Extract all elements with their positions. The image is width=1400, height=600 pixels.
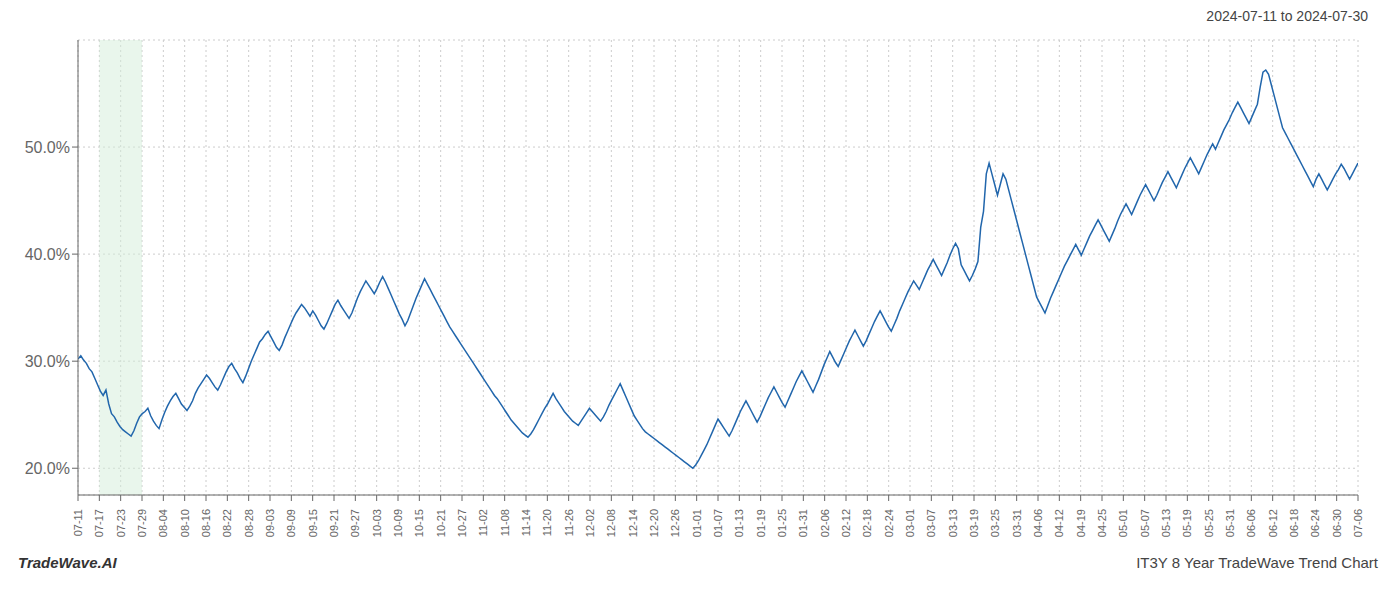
svg-text:05-07: 05-07 [1139,509,1151,537]
svg-text:03-31: 03-31 [1011,509,1023,537]
svg-text:07-06: 07-06 [1352,509,1364,537]
svg-text:20.0%: 20.0% [25,460,70,477]
svg-text:08-04: 08-04 [157,509,169,537]
svg-text:09-15: 09-15 [307,509,319,537]
svg-text:11-20: 11-20 [541,509,553,536]
svg-text:11-02: 11-02 [477,509,489,536]
svg-text:05-13: 05-13 [1160,509,1172,537]
svg-text:12-14: 12-14 [627,509,639,537]
svg-text:10-15: 10-15 [413,509,425,537]
svg-text:09-27: 09-27 [349,509,361,537]
svg-text:07-11: 07-11 [72,509,84,536]
svg-text:05-01: 05-01 [1117,509,1129,537]
svg-text:12-26: 12-26 [669,509,681,537]
svg-text:01-25: 01-25 [776,509,788,537]
svg-text:07-17: 07-17 [93,509,105,537]
svg-text:10-03: 10-03 [371,509,383,537]
html-text:2024-07-11 to 2024-07-30: 2024-07-11 to 2024-07-30 [1206,8,1368,24]
svg-text:01-19: 01-19 [755,509,767,537]
svg-text:50.0%: 50.0% [25,139,70,156]
svg-text:08-28: 08-28 [243,509,255,537]
svg-text:04-06: 04-06 [1032,509,1044,537]
svg-text:01-31: 01-31 [797,509,809,537]
svg-text:02-24: 02-24 [883,509,895,537]
svg-text:12-20: 12-20 [648,509,660,537]
svg-text:08-22: 08-22 [221,509,233,537]
svg-text:05-31: 05-31 [1224,509,1236,537]
svg-text:03-19: 03-19 [968,509,980,537]
svg-text:03-01: 03-01 [904,509,916,537]
svg-text:40.0%: 40.0% [25,246,70,263]
svg-text:03-13: 03-13 [947,509,959,537]
svg-text:02-12: 02-12 [840,509,852,537]
svg-text:09-09: 09-09 [285,509,297,537]
svg-text:05-19: 05-19 [1181,509,1193,537]
svg-text:08-10: 08-10 [179,509,191,537]
svg-text:06-24: 06-24 [1309,509,1321,537]
svg-text:01-01: 01-01 [691,509,703,537]
svg-text:12-08: 12-08 [605,509,617,537]
svg-text:04-25: 04-25 [1096,509,1108,537]
svg-text:04-12: 04-12 [1053,509,1065,537]
svg-text:05-25: 05-25 [1203,509,1215,537]
svg-text:30.0%: 30.0% [25,353,70,370]
html-text:TradeWave.AI: TradeWave.AI [18,554,117,571]
svg-text:06-12: 06-12 [1267,509,1279,537]
svg-text:02-18: 02-18 [861,509,873,537]
html-text:IT3Y 8 Year TradeWave Trend Ch: IT3Y 8 Year TradeWave Trend Chart [1136,554,1378,571]
svg-text:10-21: 10-21 [435,509,447,537]
svg-text:10-09: 10-09 [392,509,404,537]
svg-text:06-06: 06-06 [1245,509,1257,537]
svg-text:12-02: 12-02 [584,509,596,537]
svg-text:10-27: 10-27 [456,509,468,537]
svg-text:02-06: 02-06 [819,509,831,537]
svg-text:11-26: 11-26 [563,509,575,536]
svg-text:04-19: 04-19 [1075,509,1087,537]
svg-text:09-21: 09-21 [328,509,340,537]
svg-text:06-18: 06-18 [1288,509,1300,537]
svg-text:06-30: 06-30 [1331,509,1343,537]
svg-text:07-23: 07-23 [115,509,127,537]
svg-text:01-13: 01-13 [733,509,745,537]
svg-text:11-14: 11-14 [520,509,532,536]
svg-text:07-29: 07-29 [136,509,148,537]
svg-text:03-07: 03-07 [925,509,937,537]
svg-text:01-07: 01-07 [712,509,724,537]
svg-text:09-03: 09-03 [264,509,276,537]
svg-text:08-16: 08-16 [200,509,212,537]
svg-text:03-25: 03-25 [989,509,1001,537]
svg-text:11-08: 11-08 [499,509,511,536]
